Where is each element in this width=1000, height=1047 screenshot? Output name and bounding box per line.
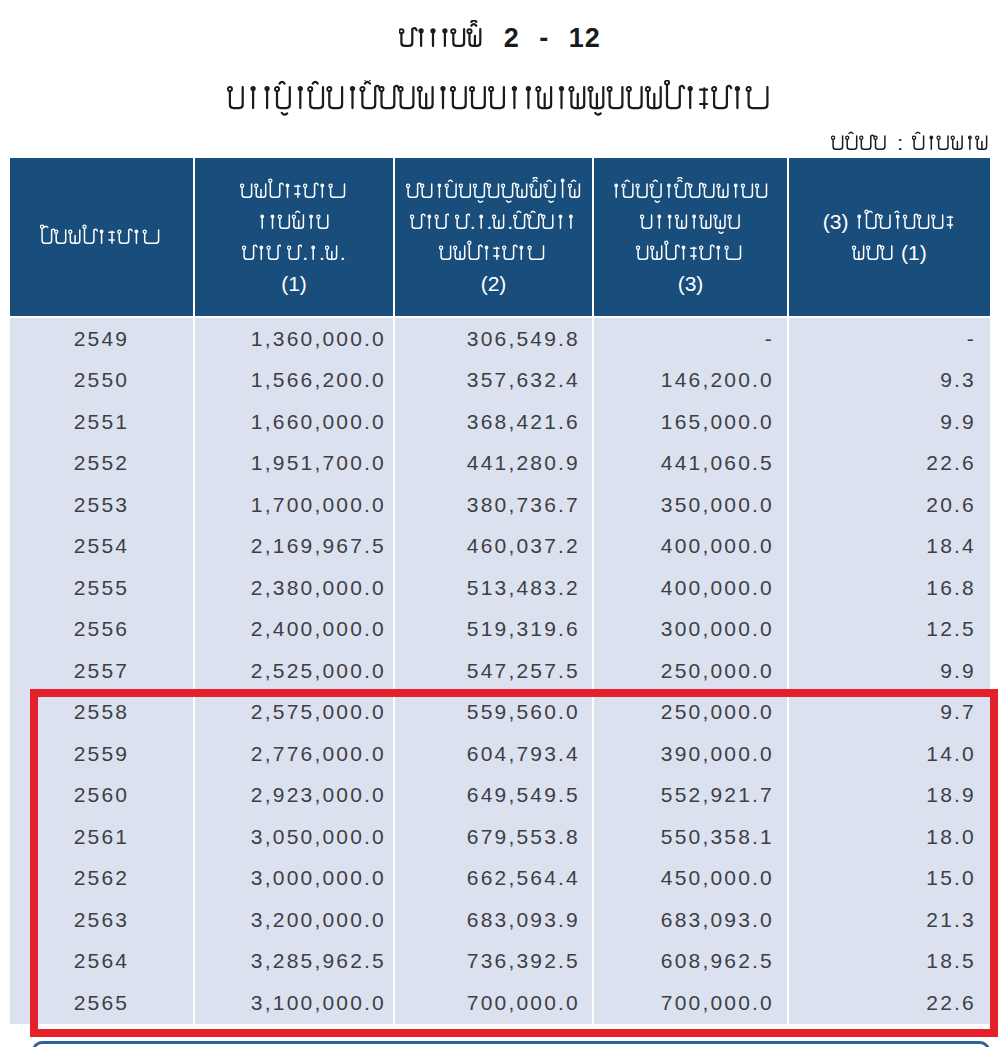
cell-max-loan: 380,736.7 xyxy=(395,484,592,526)
cell-max-loan: 513,483.2 xyxy=(395,567,592,609)
cell-budget: 1,566,200.0 xyxy=(195,360,393,402)
cell-max-loan: 306,549.8 xyxy=(395,318,592,360)
next-section-box-top xyxy=(32,1041,990,1047)
cell-percentage: - xyxy=(789,318,990,360)
cell-deficit-loan: 441,060.5 xyxy=(594,443,787,485)
cell-percentage: 16.8 xyxy=(789,567,990,609)
cell-max-loan: 547,257.5 xyxy=(395,650,592,692)
cell-deficit-loan: 400,000.0 xyxy=(594,567,787,609)
cell-max-loan: 519,319.6 xyxy=(395,609,592,651)
cell-percentage: 9.9 xyxy=(789,650,990,692)
table-row: 2552 1,951,700.0 441,280.9 441,060.5 22.… xyxy=(10,443,990,485)
cell-budget: 1,951,700.0 xyxy=(195,443,393,485)
cell-budget: 2,169,967.5 xyxy=(195,526,393,568)
header-max-loan: ...(2) xyxy=(395,158,592,316)
header-budget: ...(1) xyxy=(195,158,393,316)
table-row: 2550 1,566,200.0 357,632.4 146,200.0 9.3 xyxy=(10,360,990,402)
cell-fiscal-year: 2555 xyxy=(10,567,193,609)
table-number-title: 2 - 12 xyxy=(0,18,1000,58)
cell-fiscal-year: 2554 xyxy=(10,526,193,568)
table-row: 2555 2,380,000.0 513,483.2 400,000.0 16.… xyxy=(10,567,990,609)
table-row: 2549 1,360,000.0 306,549.8 - - xyxy=(10,318,990,360)
cell-percentage: 18.4 xyxy=(789,526,990,568)
cell-deficit-loan: 400,000.0 xyxy=(594,526,787,568)
table-row: 2557 2,525,000.0 547,257.5 250,000.0 9.9 xyxy=(10,650,990,692)
cell-fiscal-year: 2552 xyxy=(10,443,193,485)
cell-max-loan: 357,632.4 xyxy=(395,360,592,402)
cell-fiscal-year: 2551 xyxy=(10,401,193,443)
cell-fiscal-year: 2549 xyxy=(10,318,193,360)
cell-deficit-loan: 350,000.0 xyxy=(594,484,787,526)
cell-budget: 2,400,000.0 xyxy=(195,609,393,651)
cell-deficit-loan: 146,200.0 xyxy=(594,360,787,402)
cell-deficit-loan: 165,000.0 xyxy=(594,401,787,443)
table-header-row: ...(1) ...(2) (3) (3) (1) xyxy=(10,158,990,316)
cell-max-loan: 460,037.2 xyxy=(395,526,592,568)
cell-budget: 1,700,000.0 xyxy=(195,484,393,526)
cell-budget: 2,380,000.0 xyxy=(195,567,393,609)
table-row: 2556 2,400,000.0 519,319.6 300,000.0 12.… xyxy=(10,609,990,651)
cell-budget: 1,660,000.0 xyxy=(195,401,393,443)
header-percentage: (3) (1) xyxy=(789,158,990,316)
cell-deficit-loan: 300,000.0 xyxy=(594,609,787,651)
cell-max-loan: 441,280.9 xyxy=(395,443,592,485)
cell-fiscal-year: 2557 xyxy=(10,650,193,692)
cell-deficit-loan: 250,000.0 xyxy=(594,650,787,692)
cell-percentage: 20.6 xyxy=(789,484,990,526)
unit-label: : xyxy=(0,128,990,158)
header-deficit-loan: (3) xyxy=(594,158,787,316)
cell-percentage: 9.3 xyxy=(789,360,990,402)
header-fiscal-year xyxy=(10,158,193,316)
table-row: 2551 1,660,000.0 368,421.6 165,000.0 9.9 xyxy=(10,401,990,443)
cell-deficit-loan: - xyxy=(594,318,787,360)
table-row: 2554 2,169,967.5 460,037.2 400,000.0 18.… xyxy=(10,526,990,568)
highlight-box xyxy=(30,689,998,1037)
cell-percentage: 9.9 xyxy=(789,401,990,443)
cell-percentage: 22.6 xyxy=(789,443,990,485)
cell-budget: 2,525,000.0 xyxy=(195,650,393,692)
cell-percentage: 12.5 xyxy=(789,609,990,651)
table-row: 2553 1,700,000.0 380,736.7 350,000.0 20.… xyxy=(10,484,990,526)
page: 2 - 12 : ...(1) ...(2) (3) (3) (1) 2549 … xyxy=(0,0,1000,1047)
cell-budget: 1,360,000.0 xyxy=(195,318,393,360)
cell-fiscal-year: 2553 xyxy=(10,484,193,526)
cell-fiscal-year: 2550 xyxy=(10,360,193,402)
cell-max-loan: 368,421.6 xyxy=(395,401,592,443)
cell-fiscal-year: 2556 xyxy=(10,609,193,651)
table-name-title xyxy=(0,78,1000,118)
